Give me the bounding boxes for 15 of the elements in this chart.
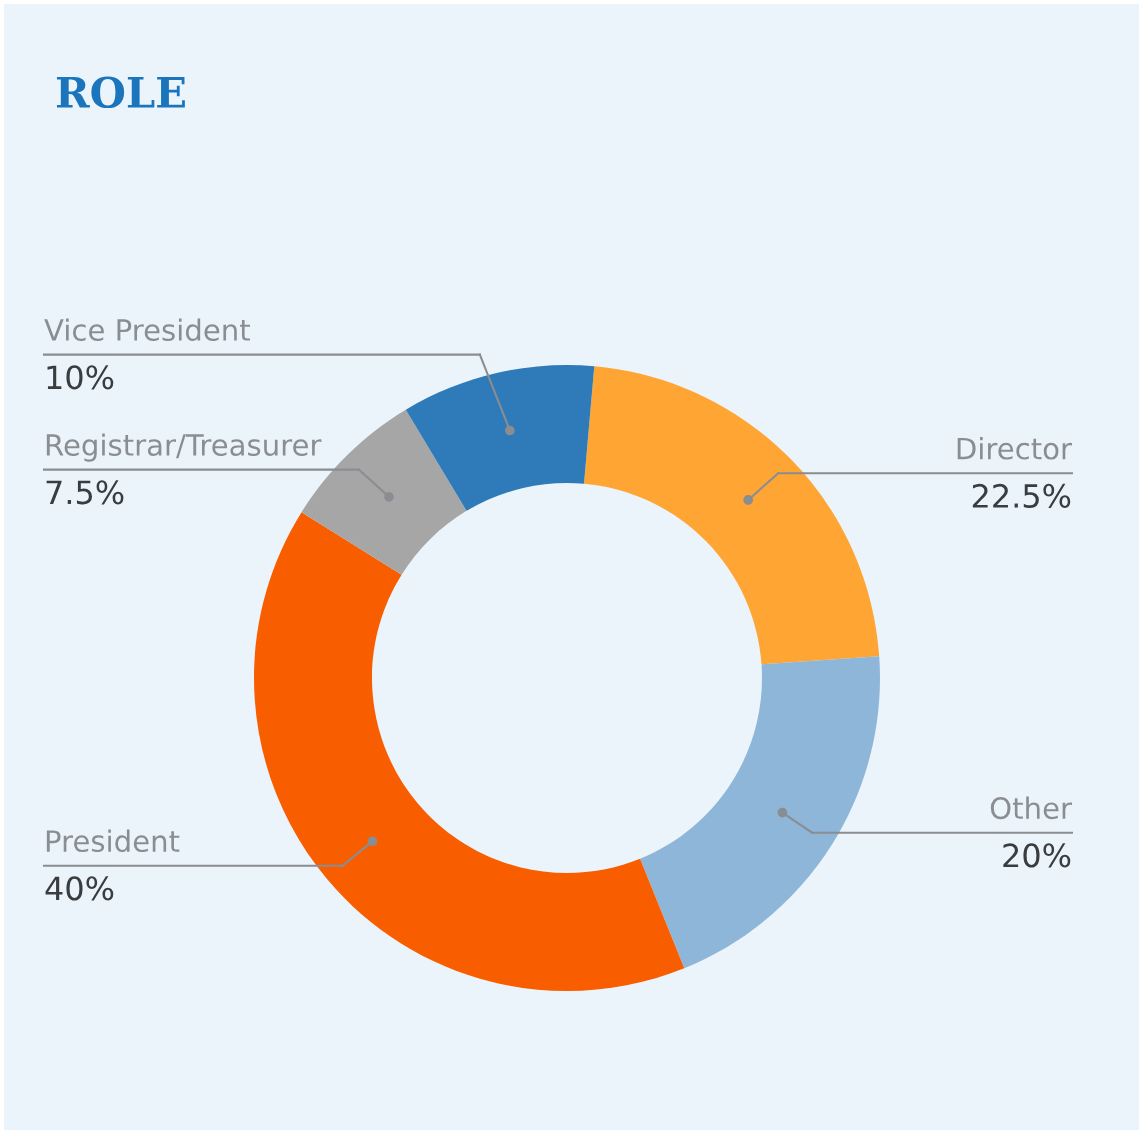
slice-label: Other (990, 796, 1072, 820)
slice-label: Vice President (44, 318, 250, 342)
donut-slice (405, 365, 595, 511)
data-label: 40% (45, 876, 114, 901)
chart-title: ROLE (56, 76, 185, 109)
donut-slice (584, 366, 880, 665)
data-label: 22.5% (972, 483, 1071, 508)
donut-slice (640, 656, 880, 969)
slice-label: President (46, 829, 180, 853)
slice-label: Registrar/Treasurer (46, 433, 322, 462)
donut-slice (254, 512, 685, 991)
data-label: 20% (1003, 843, 1071, 868)
slice-label: Director (957, 437, 1072, 460)
data-label: 7.5% (46, 480, 124, 505)
data-label: 10% (47, 365, 114, 390)
